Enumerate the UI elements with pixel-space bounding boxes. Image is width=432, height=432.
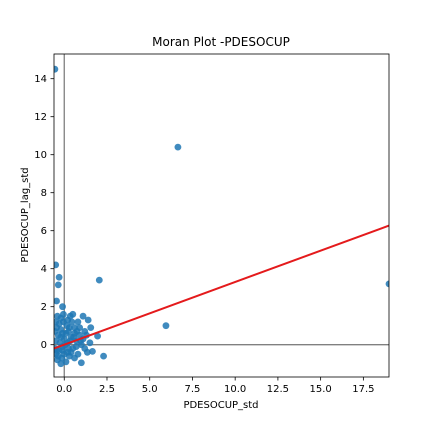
scatter-point <box>86 339 94 347</box>
scatter-point <box>54 261 60 269</box>
scatter-point <box>95 276 103 284</box>
scatter-point <box>84 316 92 324</box>
scatter-point <box>59 303 66 311</box>
scatter-point <box>74 318 82 326</box>
x-tick-label: 17.5 <box>352 384 374 395</box>
scatter-point <box>385 280 389 288</box>
scatter-point <box>70 333 78 341</box>
scatter-point <box>68 318 76 326</box>
scatter-point <box>54 352 62 360</box>
scatter-point <box>87 324 95 331</box>
x-tick-label: 2.5 <box>99 384 115 395</box>
scatter-point <box>174 143 182 151</box>
scatter-point <box>54 281 62 289</box>
plot-frame <box>53 53 390 378</box>
y-tick-label: 4 <box>41 264 47 275</box>
x-axis-ticks: 0.0 2.5 5.0 7.5 10.0 12.5 15.0 17.5 <box>56 377 374 395</box>
y-tick-label: 8 <box>41 188 47 199</box>
x-tick-label: 7.5 <box>184 384 200 395</box>
x-tick-label: 10.0 <box>224 384 246 395</box>
y-axis-label: PDESOCUP_lag_std <box>20 167 31 262</box>
y-axis-ticks: 0 2 4 6 8 10 12 14 <box>34 74 54 351</box>
y-tick-label: 14 <box>34 74 47 85</box>
scatter-point <box>71 354 78 362</box>
plot-area <box>53 53 390 378</box>
scatter-point <box>54 297 60 305</box>
scatter-point <box>54 328 59 335</box>
x-tick-label: 0.0 <box>56 384 72 395</box>
scatter-point <box>54 65 59 73</box>
scatter-point <box>162 322 170 330</box>
scatter-point <box>73 328 81 335</box>
y-tick-label: 6 <box>41 226 47 237</box>
scatter-point <box>55 273 63 281</box>
y-tick-label: 10 <box>34 150 47 161</box>
scatter-point <box>65 328 72 335</box>
y-tick-label: 12 <box>34 112 47 123</box>
scatter-point <box>55 320 63 328</box>
x-axis-label: PDESOCUP_std <box>183 400 258 411</box>
scatter-point <box>81 345 89 352</box>
scatter-point <box>94 332 101 340</box>
scatter-point <box>77 359 85 367</box>
chart-title: Moran Plot -PDESOCUP <box>152 35 290 49</box>
y-tick-label: 0 <box>41 340 47 351</box>
scatter-point <box>59 329 66 337</box>
x-tick-label: 15.0 <box>309 384 331 395</box>
scatter-point <box>100 352 107 360</box>
regression-line <box>54 224 389 350</box>
scatter-point <box>54 312 61 320</box>
scatter-point <box>89 347 96 355</box>
y-tick-label: 2 <box>41 302 47 313</box>
scatter-point <box>64 348 72 356</box>
scatter-point <box>72 343 80 350</box>
x-tick-label: 12.5 <box>267 384 289 395</box>
scatter-point <box>79 312 87 320</box>
scatter-point <box>59 347 66 354</box>
x-tick-label: 5.0 <box>142 384 158 395</box>
